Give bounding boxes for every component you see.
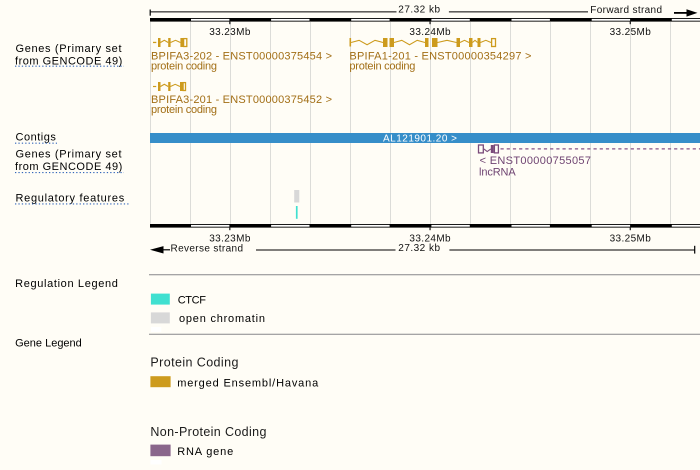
svg-text:AL121901.20 >: AL121901.20 > [383, 133, 457, 144]
svg-text:from GENCODE 49): from GENCODE 49) [15, 55, 122, 67]
svg-text:protein coding: protein coding [349, 60, 415, 72]
svg-text:CTCF: CTCF [178, 294, 207, 306]
svg-text:Forward strand: Forward strand [590, 5, 662, 16]
svg-text:33.23Mb: 33.23Mb [209, 233, 251, 244]
svg-text:protein coding: protein coding [151, 104, 217, 116]
svg-text:open chromatin: open chromatin [179, 313, 265, 325]
svg-text:Genes (Primary set: Genes (Primary set [16, 148, 122, 160]
svg-text:Reverse strand: Reverse strand [171, 243, 244, 254]
svg-text:< ENST00000755057: < ENST00000755057 [480, 155, 591, 167]
svg-text:Gene Legend: Gene Legend [15, 337, 82, 349]
svg-text:27.32 kb: 27.32 kb [398, 5, 440, 16]
svg-text:27.32 kb: 27.32 kb [398, 243, 440, 254]
svg-text:Protein Coding: Protein Coding [150, 356, 238, 370]
svg-text:lncRNA: lncRNA [479, 166, 516, 178]
svg-text:BPIFA3-202 - ENST00000375454 >: BPIFA3-202 - ENST00000375454 > [151, 50, 332, 62]
svg-text:Contigs: Contigs [16, 132, 57, 144]
svg-text:Regulation Legend: Regulation Legend [15, 278, 118, 290]
svg-text:Regulatory features: Regulatory features [16, 192, 125, 204]
svg-text:from GENCODE 49): from GENCODE 49) [15, 161, 122, 173]
svg-text:merged Ensembl/Havana: merged Ensembl/Havana [177, 377, 319, 389]
svg-text:33.23Mb: 33.23Mb [209, 27, 251, 38]
svg-text:Genes (Primary set: Genes (Primary set [16, 43, 122, 55]
svg-text:RNA gene: RNA gene [177, 446, 233, 458]
svg-text:33.25Mb: 33.25Mb [610, 233, 652, 244]
svg-text:33.25Mb: 33.25Mb [610, 27, 652, 38]
svg-text:33.24Mb: 33.24Mb [409, 27, 451, 38]
svg-text:BPIFA1-201 - ENST00000354297 >: BPIFA1-201 - ENST00000354297 > [349, 50, 531, 62]
svg-text:Non-Protein Coding: Non-Protein Coding [150, 425, 266, 439]
svg-text:BPIFA3-201 - ENST00000375452 >: BPIFA3-201 - ENST00000375452 > [151, 94, 332, 106]
svg-text:33.24Mb: 33.24Mb [409, 233, 451, 244]
svg-text:protein coding: protein coding [151, 60, 217, 72]
